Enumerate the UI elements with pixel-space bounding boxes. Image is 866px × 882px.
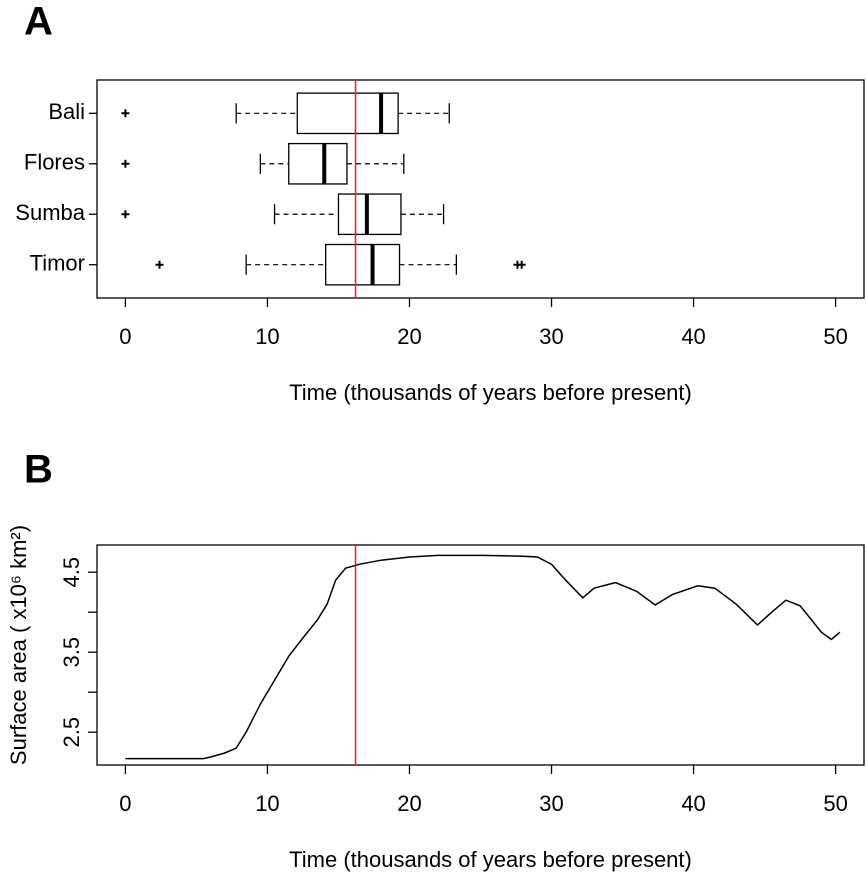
y-tick-label: Bali xyxy=(48,99,85,124)
box xyxy=(325,243,401,286)
outlier xyxy=(121,159,130,168)
x-tick-label: 0 xyxy=(119,324,131,349)
x-axis-label: Time (thousands of years before present) xyxy=(289,847,692,872)
y-tick-label: Timor xyxy=(30,251,85,276)
x-tick-label: 50 xyxy=(823,791,847,816)
x-tick-label: 40 xyxy=(681,324,705,349)
panel-label: A xyxy=(24,0,53,44)
y-tick-label: Sumba xyxy=(15,200,85,225)
x-tick-label: 40 xyxy=(681,791,705,816)
x-tick-label: 20 xyxy=(397,324,421,349)
x-tick-label: 30 xyxy=(539,791,563,816)
line-series xyxy=(125,554,841,760)
y-axis-label: Surface area ( x10⁶ km²) xyxy=(6,525,31,765)
y-tick-label: 4.5 xyxy=(59,557,84,588)
x-tick-label: 0 xyxy=(119,791,131,816)
y-tick-label: Flores xyxy=(24,150,85,175)
outlier xyxy=(155,260,164,269)
x-tick-label: 10 xyxy=(255,791,279,816)
x-tick-label: 50 xyxy=(823,324,847,349)
x-axis-label: Time (thousands of years before present) xyxy=(289,380,692,405)
y-tick-label: 3.5 xyxy=(59,637,84,668)
outlier xyxy=(121,109,130,118)
outlier xyxy=(517,260,526,269)
box xyxy=(288,142,348,185)
box xyxy=(337,193,402,236)
outlier xyxy=(121,210,130,219)
plot-frame xyxy=(96,544,865,766)
panel-label: B xyxy=(24,448,53,492)
y-tick-label: 2.5 xyxy=(59,717,84,748)
plot-frame xyxy=(96,79,865,299)
x-tick-label: 20 xyxy=(397,791,421,816)
x-tick-label: 30 xyxy=(539,324,563,349)
x-tick-label: 10 xyxy=(255,324,279,349)
